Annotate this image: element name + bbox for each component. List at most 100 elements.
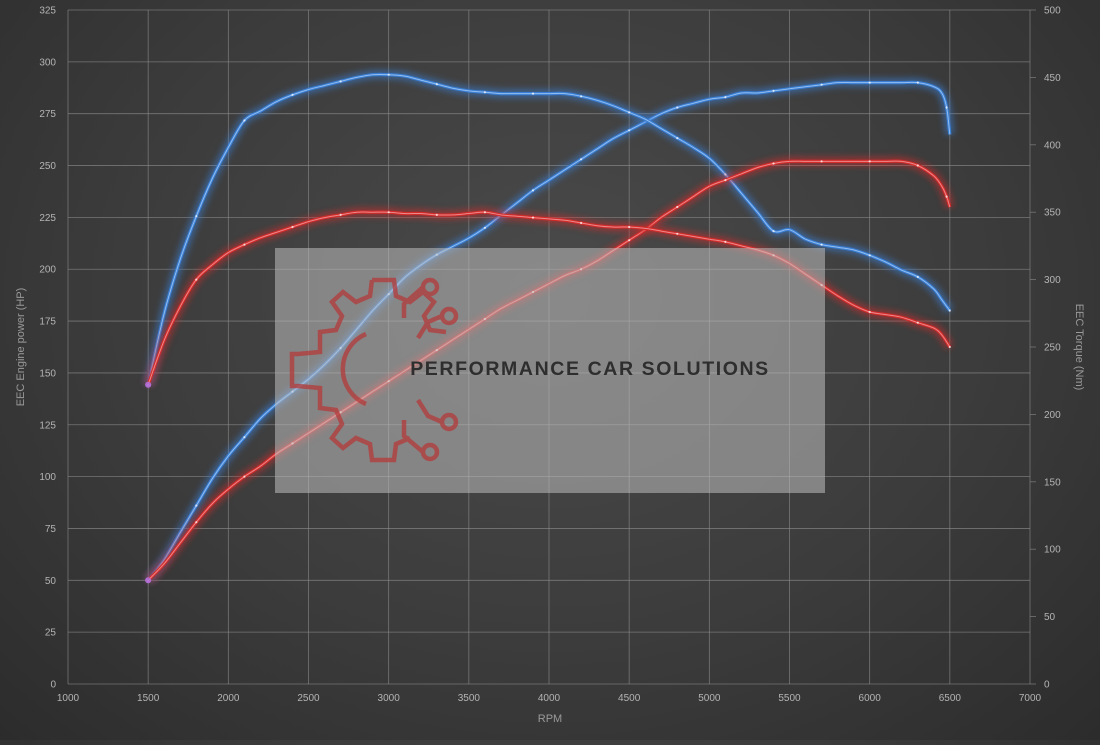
- series-line-highlight: [147, 73, 951, 385]
- x-tick-label: 3000: [378, 693, 401, 704]
- series-point: [820, 243, 823, 246]
- series-point: [772, 162, 775, 165]
- y-left-tick-label: 75: [45, 524, 57, 535]
- series-point: [387, 73, 390, 76]
- y-left-tick-label: 150: [39, 368, 56, 379]
- y-right-tick-label: 250: [1044, 343, 1061, 354]
- y-right-tick-label: 200: [1044, 410, 1061, 421]
- y-left-tick-label: 25: [45, 628, 57, 639]
- series-point: [628, 129, 631, 132]
- series-start-point: [145, 577, 152, 584]
- series-point: [628, 239, 631, 242]
- y-left-tick-label: 250: [39, 161, 56, 172]
- x-axis-title: RPM: [538, 713, 562, 725]
- series-point: [243, 475, 246, 478]
- series-point: [387, 211, 390, 214]
- x-tick-label: 2000: [217, 693, 240, 704]
- series-point: [868, 81, 871, 84]
- series-point: [291, 93, 294, 96]
- series-line-highlight: [147, 211, 951, 385]
- x-tick-label: 1000: [57, 693, 80, 704]
- axis-titles: RPM EEC Engine power (HP) EEC Torque (Nm…: [15, 288, 1085, 725]
- gear-circuit-logo-icon: [289, 277, 459, 463]
- x-tick-label: 4000: [538, 693, 561, 704]
- series-point: [676, 137, 679, 140]
- y-left-tick-label: 225: [39, 213, 56, 224]
- y-left-tick-label: 325: [39, 6, 56, 17]
- x-tick-label: 5000: [698, 693, 721, 704]
- y-right-tick-label: 350: [1044, 208, 1061, 219]
- y-right-tick-label: 0: [1044, 680, 1050, 691]
- watermark-panel: [275, 248, 825, 493]
- series-start-point: [145, 381, 152, 388]
- series-point: [195, 215, 198, 218]
- series-point: [339, 213, 342, 216]
- y-left-tick-label: 125: [39, 420, 56, 431]
- series-point: [243, 119, 246, 122]
- series-point: [243, 243, 246, 246]
- series-point: [772, 89, 775, 92]
- y-right-tick-label: 450: [1044, 73, 1061, 84]
- series-point: [945, 195, 948, 198]
- y-left-tick-label: 0: [50, 680, 56, 691]
- x-tick-label: 7000: [1019, 693, 1042, 704]
- y-left-tick-label: 300: [39, 57, 56, 68]
- watermark-text: PERFORMANCE CAR SOLUTIONS: [410, 358, 770, 380]
- series-point: [483, 91, 486, 94]
- series-point: [531, 189, 535, 192]
- y-left-axis-title: EEC Engine power (HP): [15, 288, 27, 407]
- series-point: [820, 83, 823, 86]
- series-point: [868, 310, 871, 314]
- x-tick-label: 3500: [458, 693, 481, 704]
- series-point: [676, 106, 679, 109]
- y-left-tick-label: 50: [45, 576, 57, 587]
- watermark: PERFORMANCE CAR SOLUTIONS: [275, 248, 825, 493]
- series-point: [916, 81, 919, 84]
- series-point: [195, 278, 198, 281]
- series-point: [868, 160, 871, 163]
- series-point: [724, 96, 727, 99]
- axis-ticks: 1000 1500 2000 2500 3000 3500 4000 4500 5000 5500…: [39, 6, 1061, 705]
- series-point: [195, 504, 198, 507]
- y-right-tick-label: 300: [1044, 275, 1061, 286]
- x-tick-label: 1500: [137, 693, 160, 704]
- series-point: [531, 216, 535, 219]
- series-point: [243, 436, 246, 439]
- series-point: [916, 321, 919, 324]
- series-point: [945, 106, 948, 109]
- series-point: [291, 225, 294, 229]
- series-3: [143, 207, 954, 388]
- series-point: [916, 275, 919, 278]
- x-tick-label: 6500: [939, 693, 962, 704]
- y-right-tick-label: 400: [1044, 140, 1061, 151]
- x-tick-label: 6000: [859, 693, 882, 704]
- y-left-tick-label: 275: [39, 109, 56, 120]
- series-point: [676, 232, 679, 235]
- series-point: [724, 240, 727, 243]
- series-point: [628, 111, 631, 114]
- series-point: [435, 83, 438, 86]
- y-right-tick-label: 50: [1044, 612, 1056, 623]
- y-right-tick-label: 150: [1044, 477, 1061, 488]
- x-tick-label: 5500: [778, 693, 801, 704]
- x-tick-label: 4500: [618, 693, 641, 704]
- series-point: [820, 160, 823, 163]
- y-left-tick-label: 100: [39, 472, 56, 483]
- series-point: [483, 226, 486, 229]
- x-tick-label: 2500: [297, 693, 320, 704]
- series-point: [580, 158, 583, 161]
- series-point: [916, 164, 919, 167]
- series-point: [676, 205, 679, 209]
- series-point: [724, 179, 727, 182]
- series-point: [580, 95, 583, 98]
- y-left-tick-label: 175: [39, 317, 56, 328]
- y-right-tick-label: 100: [1044, 545, 1061, 556]
- series-point: [435, 213, 438, 216]
- y-right-tick-label: 500: [1044, 6, 1061, 17]
- series-point: [339, 80, 342, 83]
- series-point: [948, 345, 951, 349]
- series-point: [628, 225, 631, 229]
- y-right-axis-title: EEC Torque (Nm): [1073, 304, 1085, 391]
